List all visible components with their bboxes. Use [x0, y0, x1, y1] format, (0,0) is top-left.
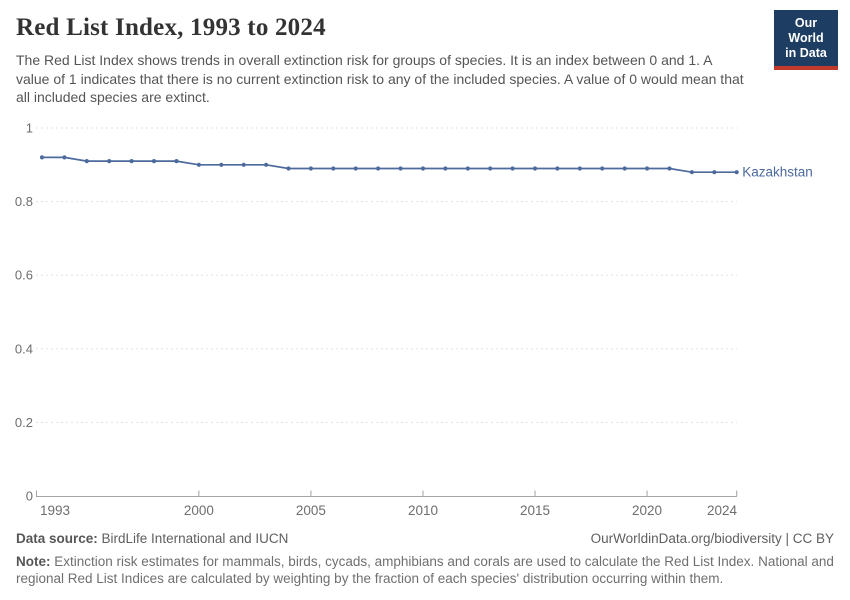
footer-source-row: Data source: BirdLife International and …	[16, 531, 834, 546]
data-point-kazakhstan-2018[interactable]	[600, 166, 605, 171]
data-point-kazakhstan-2006[interactable]	[331, 166, 336, 171]
data-point-kazakhstan-2005[interactable]	[308, 166, 313, 171]
y-tick-label-0.6: 0.6	[15, 268, 33, 283]
attribution-link[interactable]: OurWorldinData.org/biodiversity | CC BY	[590, 531, 834, 546]
y-axis-tick-labels: 0 0.2 0.4 0.6 0.8 1	[15, 121, 33, 504]
data-point-kazakhstan-2011[interactable]	[443, 166, 448, 171]
data-point-kazakhstan-2003[interactable]	[264, 162, 269, 167]
data-point-kazakhstan-2023[interactable]	[712, 170, 717, 175]
y-tick-label-1: 1	[26, 121, 33, 136]
data-point-kazakhstan-1995[interactable]	[84, 159, 89, 164]
data-point-kazakhstan-2020[interactable]	[645, 166, 650, 171]
page-title: Red List Index, 1993 to 2024	[16, 14, 326, 41]
x-tick-label-2015: 2015	[520, 503, 550, 518]
x-tick-label-2020: 2020	[632, 503, 662, 518]
data-point-kazakhstan-2016[interactable]	[555, 166, 560, 171]
x-tick-label-1993: 1993	[40, 503, 70, 518]
series-end-label-kazakhstan[interactable]: Kazakhstan	[742, 165, 813, 180]
data-point-kazakhstan-2022[interactable]	[689, 170, 695, 175]
owid-logo[interactable]: Our World in Data	[774, 10, 838, 70]
x-tick-label-2010: 2010	[408, 503, 438, 518]
data-point-kazakhstan-2002[interactable]	[241, 162, 246, 167]
data-point-kazakhstan-2013[interactable]	[488, 166, 493, 171]
data-point-kazakhstan-1998[interactable]	[151, 159, 157, 164]
y-tick-label-0.4: 0.4	[15, 341, 33, 356]
owid-logo-line1: Our World	[788, 16, 824, 45]
data-point-kazakhstan-2008[interactable]	[376, 166, 381, 171]
data-point-kazakhstan-1996[interactable]	[107, 159, 112, 164]
y-tick-label-0.2: 0.2	[15, 415, 33, 430]
x-tick-label-2005: 2005	[296, 503, 326, 518]
chart-subtitle: The Red List Index shows trends in overa…	[16, 52, 744, 105]
data-source-value: BirdLife International and IUCN	[97, 531, 289, 546]
x-tick-label-2000: 2000	[184, 503, 214, 518]
data-point-kazakhstan-2001[interactable]	[219, 162, 224, 167]
data-point-kazakhstan-2000[interactable]	[196, 162, 201, 167]
y-gridlines	[36, 127, 737, 423]
data-point-kazakhstan-2004[interactable]	[286, 166, 291, 171]
data-point-kazakhstan-1994[interactable]	[62, 155, 67, 160]
data-point-kazakhstan-1993[interactable]	[39, 155, 45, 160]
data-point-kazakhstan-2010[interactable]	[420, 166, 426, 171]
owid-logo-line2: in Data	[785, 46, 827, 60]
data-point-kazakhstan-2009[interactable]	[398, 166, 403, 171]
footer-note: Note: Extinction risk estimates for mamm…	[16, 553, 834, 587]
x-axis-tick-labels: 1993 2000 2005 2010 2015 2020 2024	[40, 503, 737, 518]
data-point-kazakhstan-2015[interactable]	[532, 166, 538, 171]
data-point-kazakhstan-2014[interactable]	[510, 166, 515, 171]
data-point-kazakhstan-2012[interactable]	[465, 166, 470, 171]
data-point-kazakhstan-2017[interactable]	[577, 166, 582, 171]
data-point-kazakhstan-2021[interactable]	[667, 166, 672, 171]
data-point-kazakhstan-2024[interactable]	[734, 170, 739, 175]
x-tick-label-2024: 2024	[707, 503, 738, 518]
chart-footer: Data source: BirdLife International and …	[16, 531, 834, 587]
note-label: Note:	[16, 554, 51, 569]
data-point-kazakhstan-2019[interactable]	[622, 166, 627, 171]
y-tick-label-0.8: 0.8	[15, 194, 33, 209]
note-value: Extinction risk estimates for mammals, b…	[16, 554, 834, 586]
red-list-index-line-chart: 0 0.2 0.4 0.6 0.8 1 1993 2000 2005 2010 2015 2020 2…	[15, 121, 813, 519]
y-tick-label-0: 0	[26, 489, 33, 504]
data-source: Data source: BirdLife International and …	[16, 531, 288, 546]
x-axis	[36, 490, 738, 497]
data-source-label: Data source:	[16, 531, 98, 546]
series-kazakhstan	[39, 155, 739, 175]
data-point-kazakhstan-1999[interactable]	[174, 159, 179, 164]
data-point-kazakhstan-1997[interactable]	[129, 159, 134, 164]
data-point-kazakhstan-2007[interactable]	[353, 166, 358, 171]
line-kazakhstan	[42, 156, 737, 174]
